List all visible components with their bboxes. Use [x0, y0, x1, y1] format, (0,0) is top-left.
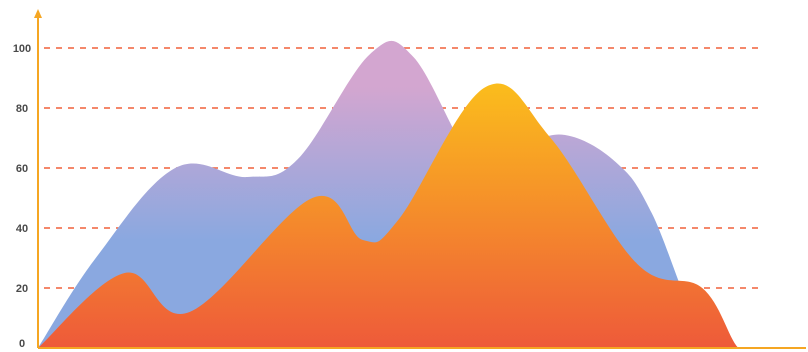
y-tick-label-100: 100	[13, 43, 31, 55]
axes	[34, 9, 806, 349]
series-areas	[38, 40, 760, 349]
y-axis-arrow-icon	[34, 9, 42, 18]
y-tick-label-40: 40	[16, 223, 28, 235]
y-tick-label-20: 20	[16, 283, 28, 295]
y-tick-label-60: 60	[16, 163, 28, 175]
y-tick-labels: 0 20 40 60 80 100	[13, 43, 31, 350]
y-tick-label-80: 80	[16, 103, 28, 115]
series-2-area	[38, 83, 760, 348]
y-tick-label-0: 0	[19, 338, 25, 350]
